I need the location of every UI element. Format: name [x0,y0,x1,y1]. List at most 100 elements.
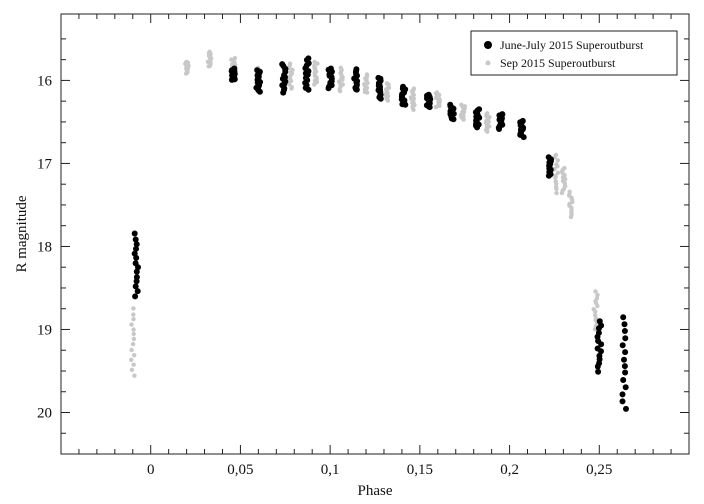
x-tick-label: 0,15 [407,462,433,478]
data-point [131,362,136,367]
data-point [377,95,384,102]
data-point [622,335,629,342]
data-point [559,190,565,196]
data-point [593,312,598,318]
data-point [131,306,136,311]
data-point [133,241,140,248]
data-point [520,134,527,141]
data-point [461,117,466,122]
x-tick-label: 0 [147,462,155,478]
data-point [287,82,292,87]
data-point [545,172,552,179]
data-point [437,103,442,109]
y-tick-label: 18 [37,239,52,255]
data-point [595,292,600,298]
data-point [133,254,140,261]
data-point [433,105,439,110]
legend-marker-sep [485,60,491,66]
data-point [553,175,558,180]
data-point [131,317,136,322]
data-point [132,293,139,300]
data-point [595,303,600,309]
y-axis-label: R magnitude [14,195,30,272]
data-point [340,77,345,82]
data-point [555,158,560,163]
data-point [620,377,627,383]
data-point [133,245,139,252]
data-point [594,363,601,370]
data-point [131,331,136,337]
y-tick-label: 20 [37,405,52,421]
x-tick-label: 0,1 [321,462,340,478]
legend-label-sep: Sep 2015 Superoutburst [500,56,616,70]
data-point [622,349,629,356]
x-tick-label: 0,05 [227,462,253,478]
data-point [595,325,602,332]
data-point [595,368,602,375]
data-point [621,363,628,370]
data-point [365,90,370,95]
data-point [129,367,135,372]
data-point [337,88,343,94]
data-point [620,314,627,321]
data-point [131,230,138,237]
data-point [598,348,604,355]
data-point [485,129,490,134]
legend-box [470,30,678,76]
x-axis-label: Phase [358,483,393,499]
data-point [132,236,139,243]
data-point [256,88,263,95]
data-point [183,71,189,76]
data-point [598,341,605,348]
data-point [365,80,370,86]
y-tick-label: 19 [37,322,52,338]
data-point [131,336,137,342]
series-sep-2015 [129,49,600,378]
data-point [312,82,317,87]
data-point [402,101,409,108]
data-point [132,353,137,358]
data-point [135,264,141,271]
data-point [622,384,629,391]
data-point [129,347,134,353]
data-point [385,98,390,103]
data-point [450,116,457,123]
legend: June-July 2015 Superoutburst Sep 2015 Su… [470,30,678,76]
data-point [206,64,211,69]
data-point [426,104,433,111]
data-point [622,369,629,376]
y-tick-label: 16 [37,73,53,89]
data-point [411,92,416,98]
data-point [289,86,294,91]
data-point [496,126,503,132]
data-point [474,124,481,131]
data-point [621,321,628,328]
data-point [619,398,626,405]
legend-marker-june-july [484,41,492,49]
data-point [280,89,287,96]
data-point [129,322,134,327]
data-point [134,288,141,295]
data-point [353,86,360,93]
data-point [132,373,137,378]
data-point [619,391,626,398]
data-point [305,86,312,93]
legend-label-june-july: June-July 2015 Superoutburst [500,38,644,52]
data-point [228,76,235,83]
data-point [555,164,560,169]
data-point [555,170,561,175]
data-point [554,190,559,196]
data-point [325,85,332,92]
data-point [554,186,559,192]
data-point [133,268,140,275]
x-tick-label: 0,2 [500,462,519,478]
data-point [621,356,627,363]
data-point [131,312,136,317]
data-point [133,278,140,285]
axis-ticks: 0 0,05 0,1 0,15 0,2 0,25 16 17 18 19 20 [37,14,689,478]
x-tick-label: 0,25 [586,462,612,478]
y-tick-label: 17 [37,156,53,172]
data-point [129,357,134,362]
data-point [315,61,320,66]
